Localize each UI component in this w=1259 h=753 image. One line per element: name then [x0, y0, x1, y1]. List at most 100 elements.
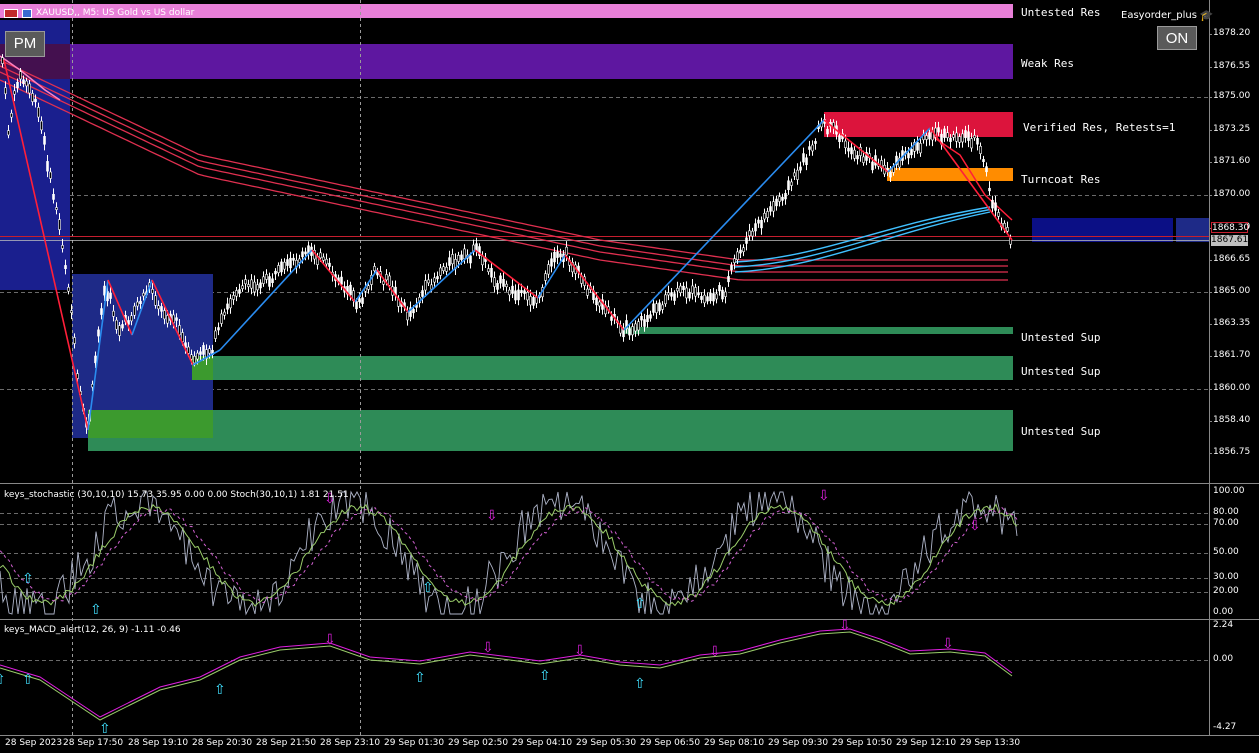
- candle-body: [505, 283, 508, 288]
- time-tick-label: 29 Sep 10:50: [832, 738, 893, 748]
- sell-arrow-icon: ⇩: [324, 491, 336, 507]
- candle-body: [679, 285, 682, 293]
- candle-body: [16, 81, 19, 89]
- price-tick: [1209, 130, 1212, 131]
- candle-body: [46, 161, 49, 172]
- candle-body: [934, 127, 937, 138]
- candle-body: [10, 112, 13, 118]
- window-title: XAUUSD,, M5: US Gold vs US dollar: [4, 8, 194, 18]
- candle-body: [628, 328, 631, 336]
- pm-button[interactable]: PM: [5, 31, 45, 57]
- candle-body: [781, 196, 784, 201]
- price-tick: [1209, 260, 1212, 261]
- stoch-level-label: 100.00: [1213, 486, 1245, 496]
- candle-body: [271, 278, 274, 283]
- candle-body: [94, 355, 97, 364]
- zigzag-down-segment: [3, 59, 89, 431]
- candle-body: [649, 314, 652, 319]
- price-tick: [1209, 228, 1212, 229]
- candle-body: [280, 261, 283, 273]
- candle-body: [532, 297, 535, 306]
- candle-body: [967, 131, 970, 141]
- candle-body: [652, 303, 655, 313]
- ma-line-pink: [0, 55, 61, 101]
- candle-body: [943, 128, 946, 138]
- candle-body: [478, 246, 481, 256]
- price-tick-label: 1866.65: [1213, 254, 1251, 264]
- grid: [0, 97, 1209, 661]
- price-tick: [1209, 34, 1212, 35]
- zone-box-navy-2: [1176, 218, 1209, 242]
- sell-arrow-icon: ⇩: [709, 644, 721, 660]
- candle-body: [700, 296, 703, 300]
- price-tick: [1209, 421, 1212, 422]
- candle-body: [349, 284, 352, 296]
- candle-body: [97, 329, 100, 337]
- candle-body: [448, 257, 451, 266]
- candle-body: [751, 230, 754, 237]
- candle-body: [259, 282, 262, 289]
- candle-body: [949, 137, 952, 142]
- zigzag-up-segment: [192, 349, 221, 366]
- candle-body: [745, 237, 748, 244]
- candle-body: [664, 294, 667, 305]
- candle-body: [856, 155, 859, 160]
- stoch-level-label: 0.00: [1213, 607, 1234, 617]
- candle-body: [100, 308, 103, 315]
- candle-body: [19, 71, 22, 80]
- candle-body: [595, 297, 598, 306]
- candle-body: [223, 311, 226, 316]
- candle-body: [547, 264, 550, 275]
- on-button[interactable]: ON: [1157, 26, 1197, 50]
- stoch-main-line: [0, 490, 1018, 616]
- zone-label: Verified Res, Retests=1: [1023, 121, 1176, 134]
- candle-body: [661, 304, 664, 310]
- candle-body: [640, 316, 643, 321]
- candle-body: [937, 127, 940, 133]
- candle-body: [190, 354, 193, 360]
- candle-body: [808, 146, 811, 150]
- candle-body: [118, 325, 121, 336]
- candle-body: [283, 261, 286, 270]
- candle-body: [529, 296, 532, 306]
- candle-body: [34, 98, 37, 103]
- ma-line: [0, 59, 1008, 261]
- zone-label: Untested Res: [1021, 6, 1101, 19]
- candle-body: [880, 160, 883, 169]
- price-tick-label: 1865.00: [1213, 286, 1251, 296]
- price-tick-label: 1858.40: [1213, 415, 1251, 425]
- candle-body: [214, 330, 217, 339]
- candle-body: [265, 274, 268, 280]
- time-tick-label: 29 Sep 09:30: [768, 738, 829, 748]
- zone-label: Weak Res: [1021, 57, 1074, 70]
- time-tick-label: 28 Sep 17:50: [63, 738, 124, 748]
- ma-line-cyan: [734, 211, 991, 273]
- price-tick-label: 1871.60: [1213, 156, 1251, 166]
- candle-body: [187, 346, 190, 354]
- candle-body: [724, 291, 727, 297]
- candle-body: [520, 290, 523, 294]
- zone-weak-res: [68, 44, 1013, 79]
- candle-body: [838, 135, 841, 142]
- candle-body: [358, 298, 361, 303]
- candle-body: [703, 294, 706, 304]
- candle-body: [274, 270, 277, 275]
- candle-body: [244, 279, 247, 285]
- candle-body: [208, 348, 211, 354]
- candle-body: [517, 289, 520, 301]
- candle-body: [112, 310, 115, 317]
- candle-body: [721, 289, 724, 300]
- stoch-dashed-line: [0, 506, 1018, 604]
- candle-body: [226, 303, 229, 310]
- candle-body: [22, 79, 25, 84]
- buy-arrow-icon: ⇧: [214, 682, 226, 698]
- candle-body: [976, 138, 979, 145]
- ma-line-cyan: [734, 208, 991, 268]
- candle-body: [4, 87, 7, 95]
- price-tick-label: 1856.75: [1213, 447, 1251, 457]
- candle-body: [748, 230, 751, 237]
- candle-body: [385, 274, 388, 281]
- candle-body: [127, 320, 130, 325]
- zigzag-down-segment: [107, 279, 133, 336]
